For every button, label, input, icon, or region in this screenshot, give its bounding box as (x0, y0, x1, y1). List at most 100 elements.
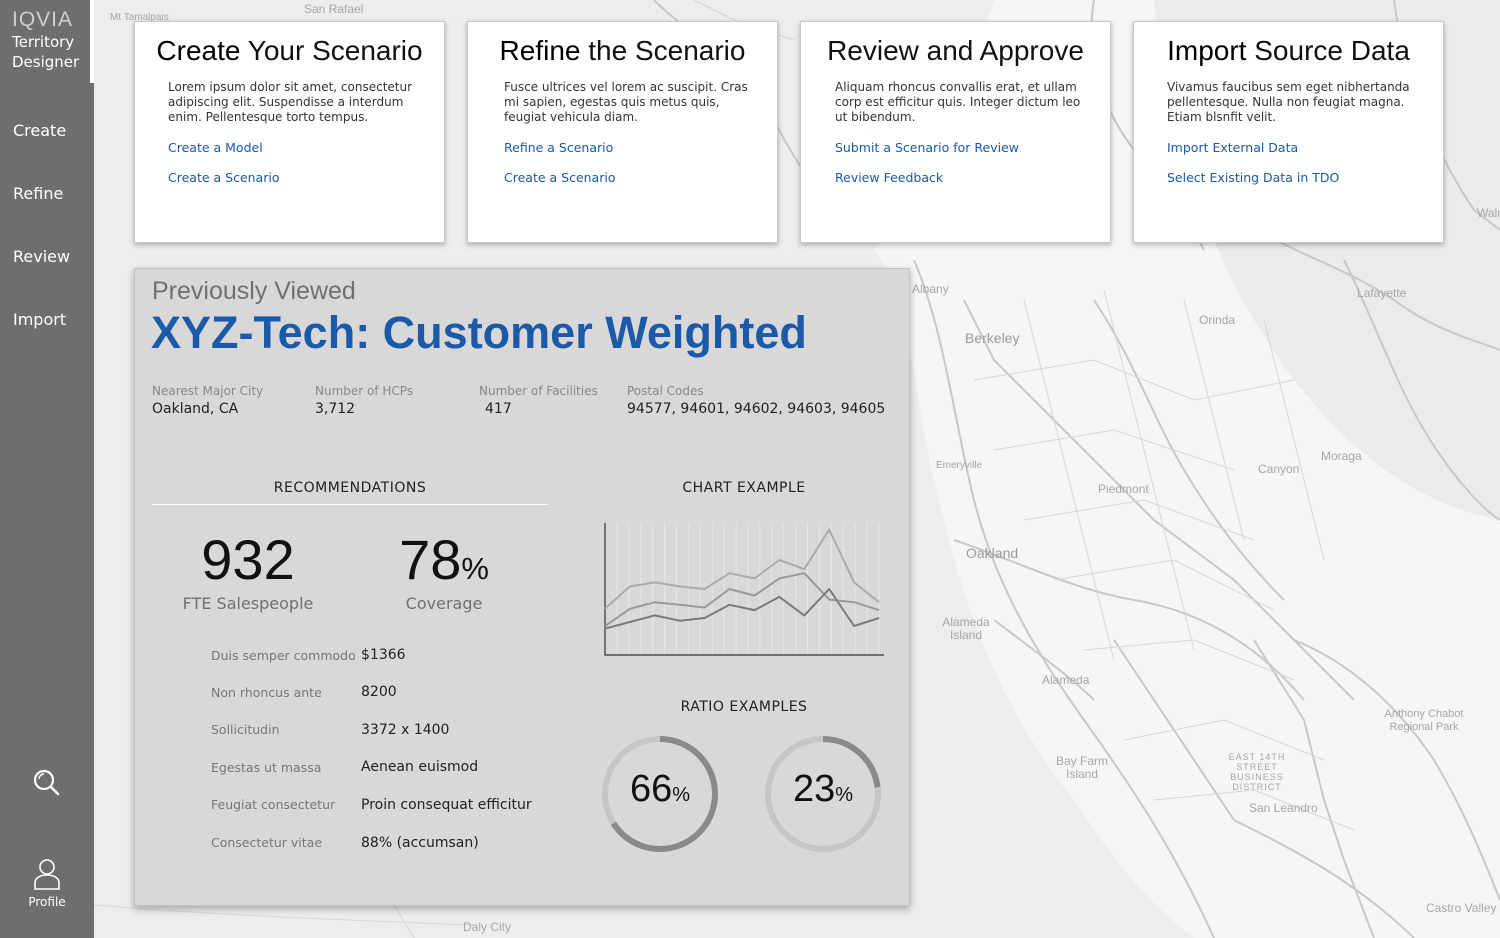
stat-value: 3,712 (315, 401, 356, 417)
line-chart[interactable] (603, 519, 885, 659)
map-label: Alameda (1042, 673, 1090, 687)
detail-value: 88% (accumsan) (361, 835, 479, 851)
scenario-title[interactable]: XYZ-Tech: Customer Weighted (151, 307, 807, 358)
ratio-unit: % (672, 784, 691, 806)
previously-viewed-label: Previously Viewed (152, 277, 356, 305)
card-refine: Refine the Scenario Fusce ultrices vel l… (467, 21, 778, 243)
card-description: Lorem ipsum dolor sit amet, consectetur … (168, 80, 413, 124)
sidebar-item-import[interactable]: Import (13, 310, 67, 329)
stat-label: Number of HCPs (315, 384, 414, 398)
card-description: Aliquam rhoncus convallis erat, et ullam… (835, 80, 1081, 124)
ratio-arc (765, 736, 881, 852)
card-description: Vivamus faucibus sem eget nibhertanda pe… (1167, 80, 1410, 124)
detail-value: $1366 (361, 647, 406, 663)
map-label: Lafayette (1357, 286, 1407, 300)
recommendations-heading: RECOMMENDATIONS (273, 480, 427, 496)
card-title-rest: Your Scenario (240, 35, 423, 66)
card-title-rest: the Scenario (580, 35, 746, 66)
map-label: San Rafael (304, 2, 364, 16)
detail-label: Sollicitudin (211, 722, 280, 737)
detail-value: 3372 x 1400 (361, 722, 450, 738)
detail-label: Feugiat consectetur (211, 797, 336, 812)
card-title-rest: Review and Approve (827, 35, 1084, 66)
map-label: Mt Tamalpais (110, 12, 169, 23)
map-label: Bay Farm Island (1055, 754, 1108, 781)
stat-value: 417 (485, 401, 512, 417)
map-label: Alameda Island (942, 615, 990, 642)
divider (152, 504, 548, 505)
detail-label: Duis semper commodo (211, 648, 356, 663)
map-label: Oakland (966, 545, 1019, 561)
detail-value: Aenean euismod (361, 759, 479, 775)
import-external-data-link[interactable]: Import External Data (1167, 140, 1299, 155)
map-label: Albany (912, 282, 949, 296)
stat-label: Postal Codes (627, 384, 704, 398)
ratio-number: 23 (792, 768, 836, 810)
detail-value: Proin consequat efficitur (361, 797, 532, 813)
ratio-arc (602, 736, 718, 852)
previously-viewed-panel: Previously Viewed XYZ-Tech: Customer Wei… (134, 268, 910, 906)
coverage-value: 78% (369, 527, 519, 592)
create-scenario-link[interactable]: Create a Scenario (504, 170, 616, 185)
map-label: Piedmont (1098, 482, 1149, 496)
refine-scenario-link[interactable]: Refine a Scenario (504, 140, 614, 155)
card-title-bold: Create (156, 35, 241, 66)
map-label: EAST 14TH STREET BUSINESS DISTRICT (1228, 752, 1286, 792)
fte-value: 932 (173, 527, 323, 592)
profile-button[interactable]: Profile (20, 858, 74, 912)
chart-axis (604, 523, 884, 656)
create-model-link[interactable]: Create a Model (168, 140, 263, 155)
select-existing-data-link[interactable]: Select Existing Data in TDO (1167, 170, 1340, 185)
detail-label: Consectetur vitae (211, 835, 323, 850)
active-indicator (90, 0, 94, 83)
sidebar-item-create[interactable]: Create (13, 121, 67, 140)
card-import: Import Source Data Vivamus faucibus sem … (1133, 21, 1444, 243)
map-label: Castro Valley (1426, 901, 1497, 915)
chart-series-line-3[interactable] (604, 588, 880, 630)
chart-heading: CHART EXAMPLE (682, 480, 806, 496)
coverage-caption: Coverage (405, 594, 483, 613)
map-label: Anthony Chabot Regional Park (1384, 708, 1464, 733)
iqvia-logo: IQVIA (12, 8, 74, 31)
create-scenario-link[interactable]: Create a Scenario (168, 170, 280, 185)
ratio-donut (765, 736, 881, 852)
chart-series-line-1[interactable] (604, 572, 880, 627)
card-title-bold: Import (1167, 35, 1247, 66)
card-title: Create Your Scenario (135, 35, 444, 67)
ratio-unit: % (835, 784, 854, 806)
sidebar: IQVIA Territory Designer Create Refine R… (0, 0, 94, 938)
search-button[interactable] (30, 766, 62, 798)
review-feedback-link[interactable]: Review Feedback (835, 170, 944, 185)
chart-series-line-2[interactable] (604, 528, 880, 610)
map-label: Emeryville (936, 460, 983, 471)
map-label: Moraga (1321, 449, 1362, 463)
submit-scenario-link[interactable]: Submit a Scenario for Review (835, 140, 1020, 155)
map-label: Daly City (463, 920, 512, 934)
card-title: Refine the Scenario (468, 35, 777, 67)
stat-label: Number of Facilities (479, 384, 598, 398)
map-label: Orinda (1199, 313, 1236, 327)
detail-label: Egestas ut massa (211, 760, 322, 775)
ratio-value: 23% (762, 768, 884, 811)
fte-caption: FTE Salespeople (182, 594, 314, 613)
search-icon (33, 769, 60, 796)
card-create: Create Your Scenario Lorem ipsum dolor s… (134, 21, 445, 243)
card-title-bold: Refine (499, 35, 581, 66)
map-label: San Leandro (1249, 801, 1318, 815)
card-description: Fusce ultrices vel lorem ac suscipit. Cr… (504, 80, 748, 124)
card-title: Review and Approve (801, 35, 1110, 67)
detail-value: 8200 (361, 684, 397, 700)
ratio-heading: RATIO EXAMPLES (680, 699, 808, 715)
stat-label: Nearest Major City (152, 384, 264, 398)
ratio-donut (602, 736, 718, 852)
card-title-rest: Source Data (1246, 35, 1410, 66)
app-logo[interactable]: IQVIA Territory Designer (0, 0, 94, 83)
stat-value: Oakland, CA (152, 401, 239, 417)
map-label: Walnut (1477, 206, 1500, 220)
map-label: Canyon (1258, 462, 1300, 476)
sidebar-item-refine[interactable]: Refine (13, 184, 64, 203)
sidebar-item-review[interactable]: Review (13, 247, 71, 266)
ratio-value: 66% (599, 768, 721, 811)
stat-value: 94577, 94601, 94602, 94603, 94605 (627, 401, 886, 417)
ratio-number: 66 (629, 768, 673, 810)
